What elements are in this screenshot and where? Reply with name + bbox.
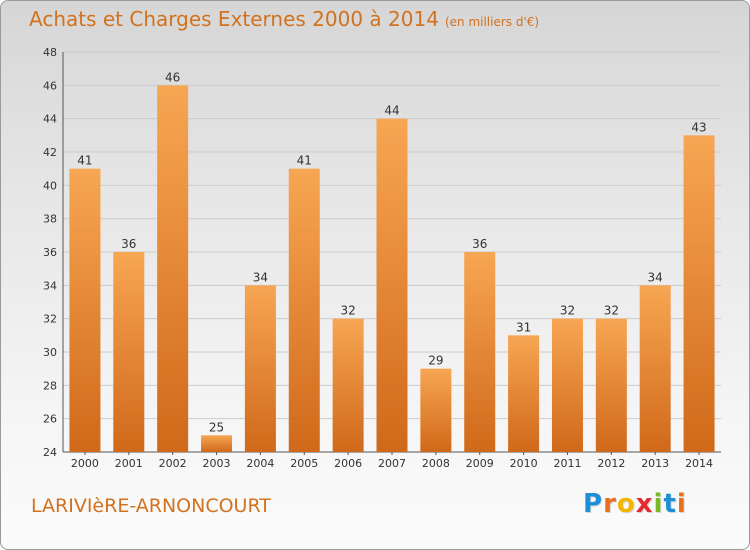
y-tick-label: 30: [43, 346, 57, 359]
y-tick-label: 28: [43, 379, 57, 392]
x-tick-label: 2012: [597, 457, 625, 470]
brand-letter: t: [663, 489, 677, 519]
y-tick-label: 32: [43, 313, 57, 326]
x-tick-label: 2013: [641, 457, 669, 470]
brand-letter: i: [676, 489, 687, 519]
y-tick-label: 40: [43, 179, 57, 192]
bar: [201, 435, 233, 452]
brand-letter: P: [583, 489, 604, 519]
data-label: 41: [77, 154, 92, 168]
x-tick-label: 2009: [466, 457, 494, 470]
x-tick-label: 2002: [159, 457, 187, 470]
data-label: 36: [472, 237, 487, 251]
bar: [639, 285, 671, 452]
bar-layer: [69, 85, 715, 453]
bar: [683, 135, 715, 453]
brand-letter: o: [616, 489, 636, 519]
data-label: 32: [340, 304, 355, 318]
bar: [376, 118, 408, 453]
bar: [508, 335, 540, 452]
data-label: 36: [121, 237, 136, 251]
label-layer: 24 26 28 30 32 34 36 38 40 42 44 46 48 41 2000 36 2001 46…: [43, 46, 713, 470]
bar: [288, 168, 320, 452]
data-label: 41: [297, 154, 312, 168]
x-tick-label: 2008: [422, 457, 450, 470]
data-label: 43: [691, 120, 706, 134]
data-label: 32: [560, 304, 575, 318]
x-tick-label: 2006: [334, 457, 362, 470]
data-label: 46: [165, 70, 180, 84]
bar: [332, 318, 364, 452]
y-tick-label: 44: [43, 113, 57, 126]
x-tick-label: 2010: [510, 457, 538, 470]
data-label: 34: [253, 270, 268, 284]
brand-letter: r: [603, 489, 617, 519]
y-tick-label: 24: [43, 446, 57, 459]
brand-letter: x: [635, 489, 654, 519]
data-label: 34: [648, 270, 663, 284]
chart-title-text: Achats et Charges Externes 2000 à 2014: [29, 7, 439, 31]
chart-unit: (en milliers d'€): [444, 15, 540, 29]
y-tick-label: 42: [43, 146, 57, 159]
x-tick-label: 2011: [553, 457, 581, 470]
y-tick-label: 34: [43, 279, 57, 292]
x-tick-label: 2014: [685, 457, 713, 470]
bar: [420, 368, 452, 452]
proxiti-logo: Proxiti: [583, 489, 687, 519]
data-label: 29: [428, 354, 443, 368]
bar: [551, 318, 583, 452]
bar: [595, 318, 627, 452]
data-label: 25: [209, 420, 224, 434]
brand-letter: i: [653, 489, 664, 519]
bar: [113, 252, 145, 452]
chart-title: Achats et Charges Externes 2000 à 2014 (e…: [29, 7, 539, 31]
data-label: 32: [604, 304, 619, 318]
bar: [244, 285, 276, 452]
data-label: 31: [516, 320, 531, 334]
y-tick-label: 36: [43, 246, 57, 259]
x-tick-label: 2001: [115, 457, 143, 470]
y-tick-label: 26: [43, 413, 57, 426]
bar: [157, 85, 189, 452]
commune-name: LARIVIèRE-ARNONCOURT: [31, 495, 271, 517]
bar: [464, 252, 496, 452]
x-tick-label: 2003: [203, 457, 231, 470]
x-tick-label: 2000: [71, 457, 99, 470]
y-tick-label: 48: [43, 46, 57, 59]
x-tick-label: 2007: [378, 457, 406, 470]
x-tick-label: 2004: [246, 457, 274, 470]
bar: [69, 168, 101, 452]
y-tick-label: 38: [43, 213, 57, 226]
y-tick-label: 46: [43, 79, 57, 92]
x-tick-label: 2005: [290, 457, 318, 470]
data-label: 44: [384, 104, 399, 118]
